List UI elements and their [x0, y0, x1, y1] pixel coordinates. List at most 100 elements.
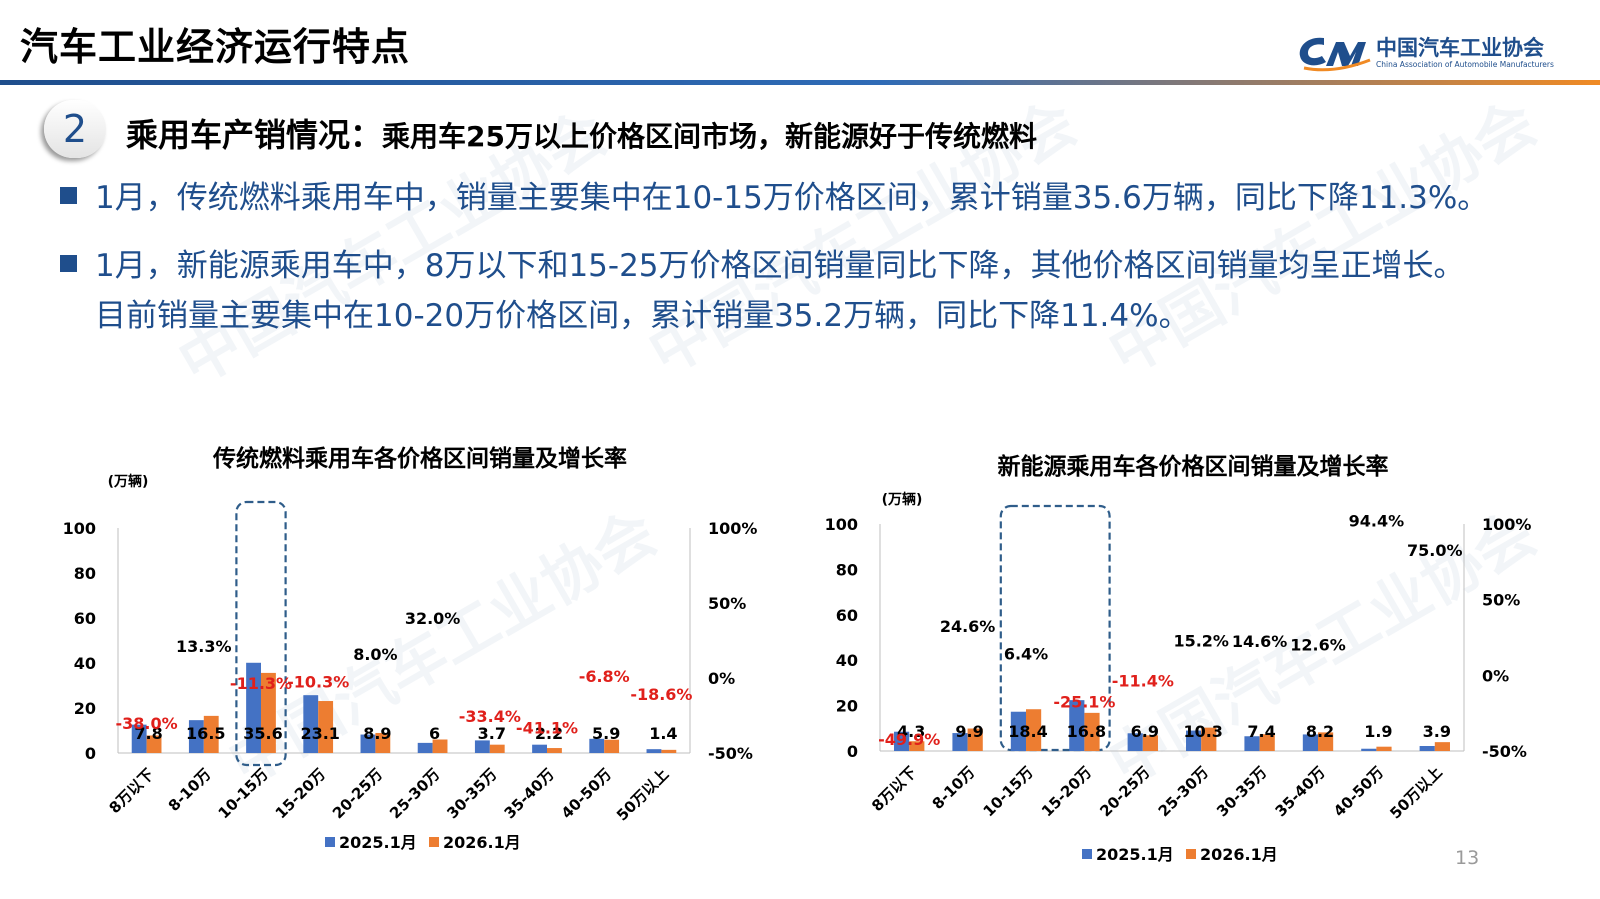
highlight-box: [235, 500, 287, 767]
growth-rate-label: -6.8%: [579, 667, 630, 686]
category-label: 8-10万: [165, 765, 215, 815]
bar-2026: [547, 748, 562, 753]
logo-english-name: China Association of Automobile Manufact…: [1376, 60, 1554, 69]
category-label: 50万以上: [613, 765, 672, 824]
highlight-box: [999, 504, 1111, 752]
bar-2025: [952, 733, 968, 751]
category-label: 20-25万: [329, 765, 386, 822]
bar-2026: [318, 701, 334, 753]
legend-swatch: [325, 837, 335, 847]
bar-2025: [1419, 746, 1435, 751]
bar-2025: [894, 731, 910, 751]
bar-2025: [131, 724, 147, 753]
y-tick-label: 80: [74, 564, 96, 583]
growth-rate-label: -49.9%: [878, 730, 940, 749]
y2-tick-label: 50%: [1482, 591, 1520, 610]
bar-2026: [1026, 709, 1042, 751]
bar-2026: [261, 672, 276, 753]
y2-tick-label: 100%: [1482, 515, 1531, 534]
bar-2026: [1084, 712, 1100, 751]
y2-tick-label: -50%: [708, 744, 753, 763]
y-tick-label: 0: [847, 742, 858, 761]
legend-swatch: [1186, 849, 1196, 859]
bar-2025: [360, 734, 376, 753]
growth-rate-label: 24.6%: [940, 617, 996, 636]
y-axis-unit: (万辆): [882, 491, 923, 508]
category-label: 8-10万: [929, 763, 979, 813]
category-label: 25-30万: [386, 765, 443, 822]
bar-2025: [1069, 700, 1085, 751]
bar-value-label: 4.3: [897, 722, 925, 741]
watermark: 中国汽车工业协会: [1097, 87, 1549, 389]
y-tick-label: 80: [836, 560, 858, 579]
legend-label: 2026.1月: [1200, 845, 1278, 864]
bullet-1: 1月，传统燃料乘用车中，销量主要集中在10-15万价格区间，累计销量35.6万辆…: [60, 173, 1488, 223]
category-label: 15-20万: [1038, 763, 1095, 820]
page-number: 13: [1455, 847, 1480, 869]
y2-tick-label: 0%: [708, 669, 735, 688]
bar-value-label: 16.8: [1067, 722, 1106, 741]
bar-2025: [1302, 734, 1318, 751]
bullet-2-continued: 目前销量主要集中在10-20万价格区间，累计销量35.2万辆，同比下降11.4%…: [60, 291, 1190, 341]
bar-value-label: 7.8: [134, 724, 162, 743]
bar-2026: [661, 749, 677, 753]
category-label: 10-15万: [980, 763, 1037, 820]
bar-value-label: 3.7: [478, 724, 506, 743]
bar-value-label: 16.5: [186, 724, 225, 743]
y2-tick-label: 0%: [1482, 666, 1509, 685]
bar-value-label: 8.2: [1306, 722, 1334, 741]
category-label: 8万以下: [868, 763, 920, 815]
chart-traditional-fuel: 传统燃料乘用车各价格区间销量及增长率 (万辆) 0 20 40 60 80 100 -50% 0%…: [63, 445, 758, 852]
bar-2026: [489, 744, 505, 753]
growth-rate-label: -11.3%: [230, 674, 292, 693]
bar-2026: [1318, 732, 1334, 751]
bar-2026: [146, 735, 162, 753]
category-label: 15-20万: [272, 765, 329, 822]
bar-value-label: 6.9: [1131, 722, 1159, 741]
bar-2025: [1010, 711, 1026, 751]
bar-2025: [532, 744, 547, 753]
category-label: 20-25万: [1096, 763, 1153, 820]
bar-2026: [432, 739, 448, 753]
legend-swatch: [1082, 849, 1092, 859]
legend-label: 2026.1月: [443, 833, 521, 852]
growth-rate-label: 94.4%: [1349, 511, 1405, 530]
bar-2026: [203, 715, 219, 753]
growth-rate-label: 14.6%: [1232, 632, 1288, 651]
y-tick-label: 60: [836, 606, 858, 625]
growth-rate-label: -38.0%: [116, 714, 178, 733]
category-label: 40-50万: [558, 765, 615, 822]
category-label: 40-50万: [1330, 763, 1387, 820]
bar-value-label: 10.3: [1183, 722, 1222, 741]
y2-tick-label: -50%: [1482, 742, 1527, 761]
bar-2026: [909, 741, 925, 751]
bar-value-label: 1.4: [649, 724, 677, 743]
bar-2025: [1127, 733, 1143, 751]
page-title: 汽车工业经济运行特点: [20, 25, 411, 69]
y-axis-unit: (万辆): [108, 473, 149, 490]
y2-tick-label: 100%: [708, 519, 757, 538]
growth-rate-label: -25.1%: [1053, 692, 1115, 711]
growth-rate-label: 12.6%: [1290, 635, 1346, 654]
y2-tick-label: 50%: [708, 594, 746, 613]
cam-logo: 中国汽车工业协会 China Association of Automobile…: [1296, 30, 1596, 74]
bar-2025: [1186, 730, 1202, 751]
growth-rate-label: 6.4%: [1004, 645, 1048, 664]
category-label: 35-40万: [1272, 763, 1329, 820]
growth-rate-label: -33.4%: [459, 707, 521, 726]
bar-2025: [303, 695, 319, 753]
bar-value-label: 23.1: [300, 724, 339, 743]
bar-2025: [188, 720, 204, 753]
bar-2025: [646, 749, 662, 753]
bar-value-label: 8.9: [363, 724, 391, 743]
bar-2026: [1434, 742, 1450, 751]
logo-name: 中国汽车工业协会: [1376, 36, 1544, 60]
legend-label: 2025.1月: [1096, 845, 1174, 864]
bar-2026: [1376, 746, 1392, 751]
bullet-2-text-line2: 目前销量主要集中在10-20万价格区间，累计销量35.2万辆，同比下降11.4%…: [95, 298, 1190, 334]
legend-label: 2025.1月: [339, 833, 417, 852]
y-tick-label: 100: [825, 515, 858, 534]
bullet-square-icon: [60, 255, 77, 272]
legend-swatch: [429, 837, 439, 847]
bar-2025: [1361, 748, 1377, 751]
